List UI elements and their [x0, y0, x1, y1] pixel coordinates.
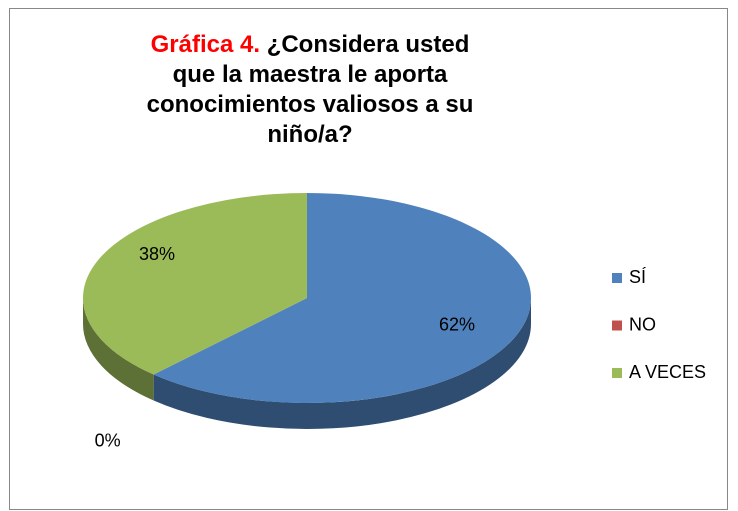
slice	[153, 193, 532, 404]
legend-swatch	[612, 273, 622, 283]
chart-title: Gráfica 4. ¿Considera usted que la maest…	[130, 30, 490, 150]
legend-swatch	[612, 320, 622, 331]
slice-side	[153, 298, 532, 430]
slice	[82, 193, 308, 375]
title-text: ¿Considera usted que la maestra le aport…	[146, 31, 474, 148]
slice-side	[83, 298, 154, 401]
legend-label: NO	[629, 314, 656, 334]
title-prefix: Gráfica 4.	[150, 31, 261, 58]
legend-swatch	[612, 368, 622, 378]
data-label: 38%	[139, 244, 175, 264]
legend-label: SÍ	[629, 267, 646, 287]
data-label: 0%	[95, 430, 121, 450]
legend-label: A VECES	[629, 362, 706, 382]
data-label: 62%	[439, 315, 475, 335]
